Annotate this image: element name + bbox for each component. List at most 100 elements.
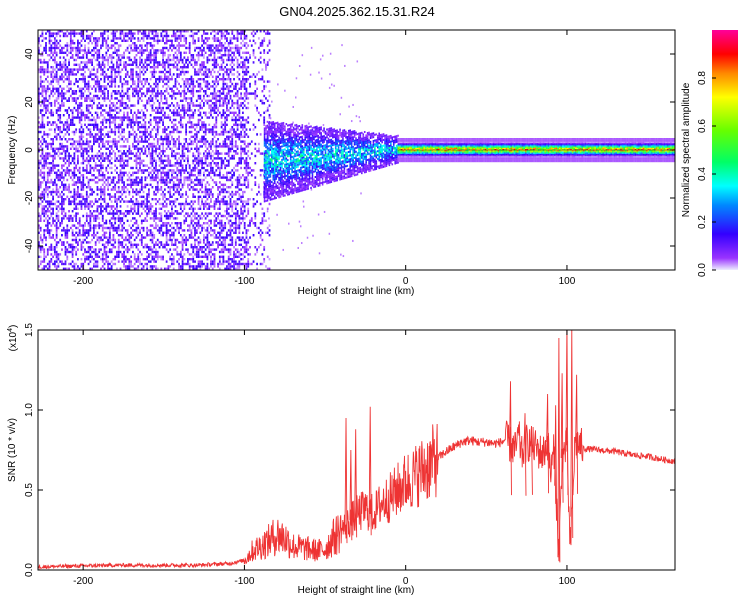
heatmap-cell bbox=[210, 32, 212, 35]
heatmap-cell bbox=[73, 68, 76, 71]
heatmap-cell bbox=[132, 200, 134, 203]
heatmap-cell bbox=[107, 183, 109, 186]
heatmap-cell bbox=[160, 78, 163, 81]
heatmap-cell bbox=[100, 212, 102, 215]
heatmap-cell bbox=[52, 54, 54, 57]
heatmap-cell bbox=[162, 58, 164, 62]
heatmap-cell bbox=[179, 226, 182, 230]
heatmap-cell bbox=[165, 39, 168, 42]
heatmap-cell bbox=[174, 157, 177, 160]
heatmap-cell bbox=[108, 56, 111, 59]
heatmap-cell bbox=[183, 82, 186, 86]
heatmap-cell bbox=[114, 152, 117, 155]
heatmap-cell bbox=[202, 255, 205, 258]
heatmap-cell bbox=[50, 169, 53, 172]
heatmap-cell bbox=[211, 51, 214, 54]
heatmap-cell bbox=[101, 37, 104, 40]
heatmap-cell bbox=[137, 99, 140, 102]
heatmap-cell bbox=[114, 176, 117, 179]
heatmap-cell bbox=[100, 236, 102, 239]
heatmap-cell bbox=[153, 142, 156, 146]
heatmap-cell bbox=[85, 82, 88, 86]
heatmap-cell bbox=[132, 92, 134, 95]
heatmap-cell bbox=[165, 176, 168, 179]
heatmap-cell bbox=[38, 246, 40, 249]
heatmap-cell bbox=[155, 267, 157, 270]
heatmap-cell bbox=[105, 231, 108, 234]
heatmap-cell bbox=[153, 118, 156, 122]
heatmap-cell bbox=[128, 262, 131, 266]
heatmap-cell bbox=[89, 255, 92, 258]
heatmap-cell bbox=[48, 32, 51, 35]
heatmap-cell bbox=[82, 73, 85, 76]
heatmap-cell bbox=[117, 130, 120, 134]
heatmap-cell bbox=[199, 94, 202, 98]
heatmap-cell bbox=[163, 231, 166, 234]
heatmap-cell bbox=[110, 102, 113, 105]
heatmap-cell bbox=[59, 145, 62, 148]
heatmap-cell bbox=[163, 210, 166, 213]
heatmap-cell bbox=[135, 66, 138, 69]
heatmap-cell bbox=[146, 226, 149, 230]
heatmap-cell bbox=[91, 135, 94, 138]
heatmap-cell bbox=[82, 150, 85, 153]
heatmap-cell bbox=[45, 106, 47, 110]
heatmap-cell bbox=[179, 58, 182, 62]
heatmap-cell bbox=[87, 128, 90, 131]
heatmap-cell bbox=[117, 70, 120, 74]
heatmap-cell bbox=[59, 238, 62, 242]
heatmap-cell bbox=[85, 229, 88, 232]
heatmap-cell bbox=[85, 190, 88, 194]
heatmap-cell bbox=[39, 92, 42, 95]
heatmap-cell bbox=[38, 226, 40, 230]
heatmap-cell bbox=[57, 32, 60, 35]
heatmap-cell bbox=[167, 190, 170, 194]
heatmap-cell bbox=[85, 236, 88, 239]
heatmap-cell bbox=[107, 56, 109, 59]
heatmap-cell bbox=[165, 87, 168, 90]
heatmap-cell bbox=[119, 34, 122, 38]
heatmap-cell bbox=[155, 253, 157, 256]
heatmap-cell bbox=[114, 34, 117, 38]
heatmap-cell bbox=[151, 169, 154, 172]
heatmap-cell bbox=[108, 99, 111, 102]
heatmap-cell bbox=[149, 267, 152, 270]
heatmap-cell bbox=[48, 142, 51, 146]
heatmap-cell bbox=[38, 166, 40, 170]
heatmap-cell bbox=[208, 58, 211, 62]
heatmap-cell bbox=[192, 186, 195, 189]
heatmap-cell bbox=[183, 90, 186, 93]
heatmap-cell bbox=[41, 135, 44, 138]
heatmap-cell bbox=[117, 253, 120, 256]
heatmap-cell bbox=[39, 202, 42, 206]
heatmap-cell bbox=[174, 229, 177, 232]
heatmap-cell bbox=[89, 70, 92, 74]
heatmap-cell bbox=[137, 212, 140, 215]
heatmap-cell bbox=[75, 164, 78, 167]
heatmap-cell bbox=[206, 214, 209, 218]
heatmap-cell bbox=[84, 39, 86, 42]
heatmap-cell bbox=[135, 70, 138, 74]
heatmap-cell bbox=[188, 234, 191, 237]
heatmap-cell bbox=[43, 236, 46, 239]
heatmap-cell bbox=[107, 159, 109, 162]
heatmap-cell bbox=[169, 212, 172, 215]
heatmap-cell bbox=[61, 90, 63, 93]
heatmap-cell bbox=[64, 253, 67, 256]
heatmap-cell bbox=[110, 145, 113, 148]
heatmap-cell bbox=[126, 92, 129, 95]
heatmap-cell bbox=[48, 58, 51, 62]
heatmap-cell bbox=[71, 32, 74, 35]
heatmap-cell bbox=[117, 178, 120, 182]
heatmap-cell bbox=[155, 51, 157, 54]
heatmap-cell bbox=[210, 226, 212, 230]
heatmap-cell bbox=[55, 135, 58, 138]
heatmap-cell bbox=[78, 116, 81, 119]
heatmap-cell bbox=[156, 140, 159, 143]
heatmap-cell bbox=[116, 66, 118, 69]
heatmap-cell bbox=[135, 231, 138, 234]
heatmap-cell bbox=[123, 92, 125, 95]
heatmap-cell bbox=[174, 140, 177, 143]
heatmap-cell bbox=[105, 207, 108, 210]
heatmap-cell bbox=[89, 267, 92, 270]
